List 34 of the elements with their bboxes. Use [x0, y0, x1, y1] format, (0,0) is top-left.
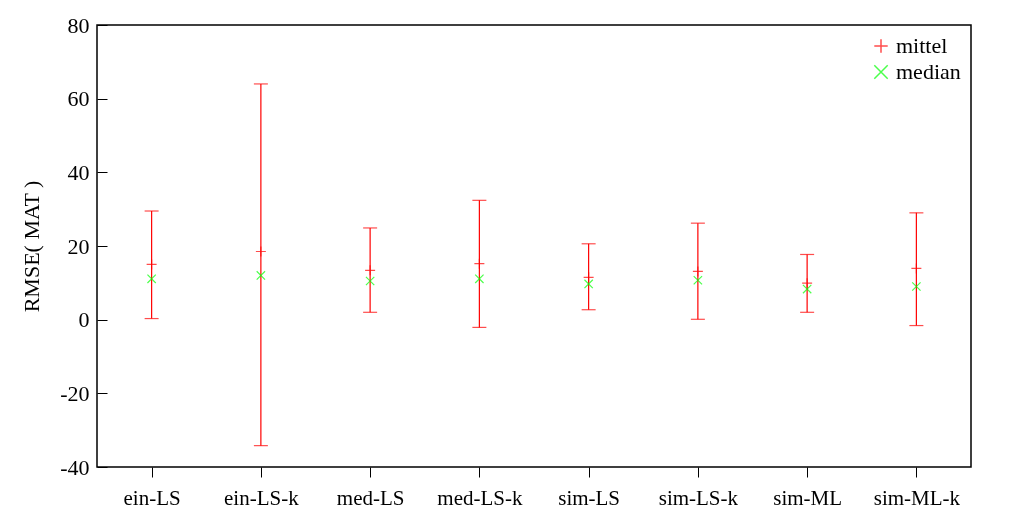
x-tick-label: sim-LS: [558, 485, 621, 510]
x-tick-label: ein-LS-k: [224, 485, 300, 510]
point: [693, 275, 703, 286]
point: [474, 274, 485, 284]
y-tick-label: 80: [67, 12, 90, 38]
point: [365, 276, 375, 286]
point: [364, 264, 376, 276]
y-tick-label: 20: [67, 233, 90, 259]
y-tick-label: 60: [67, 86, 90, 112]
x-tick-label: sim-LS-k: [658, 485, 739, 510]
point: [583, 279, 594, 289]
point: [473, 258, 485, 270]
point: [910, 262, 922, 275]
legend-label: mittel: [896, 33, 948, 58]
y-tick-label: -20: [60, 380, 90, 406]
x-tick-label: med-LS-k: [437, 485, 523, 510]
point: [146, 258, 158, 271]
point: [911, 281, 922, 292]
x-tick-label: sim-ML: [773, 485, 843, 510]
point: [583, 271, 595, 283]
x-tick-label: ein-LS: [123, 485, 181, 510]
y-axis-title: RMSE( MAT ): [19, 180, 45, 313]
point: [255, 245, 267, 258]
point: [146, 274, 157, 284]
y-tick-label: 40: [67, 159, 90, 185]
point: [801, 277, 813, 289]
x-tick-label: med-LS: [336, 485, 405, 510]
x-tick-label: sim-ML-k: [873, 485, 961, 510]
point: [256, 270, 266, 281]
legend-label: median: [896, 59, 961, 84]
point: [692, 265, 704, 278]
y-tick-label: -40: [60, 454, 90, 480]
point: [802, 284, 812, 294]
y-tick-label: 0: [78, 307, 90, 333]
